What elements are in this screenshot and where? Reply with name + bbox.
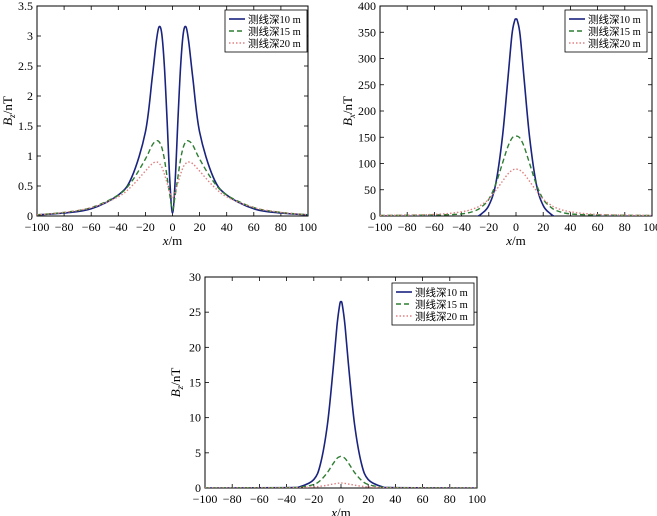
x-axis-label: x/m [505,233,526,248]
y-tick-label: 250 [358,78,376,92]
y-tick-label: 400 [358,0,376,13]
y-tick-label: 0.5 [18,179,33,193]
x-tick-label: −100 [368,220,393,234]
x-tick-label: 20 [194,220,206,234]
legend-label: 测线深15 m [248,25,301,38]
y-tick-label: 5 [195,446,201,460]
legend-box [224,9,308,53]
y-tick-label: 100 [358,157,376,171]
x-tick-label: −80 [398,220,417,234]
y-tick-label: 0 [195,481,201,495]
y-axis-label: Bx/nT [340,96,357,126]
y-tick-label: 0 [370,209,376,223]
legend-label: 测线深20 m [248,37,301,50]
legend-label: 测线深10 m [248,13,301,26]
legend-label: 测线深20 m [415,310,468,323]
x-tick-label: −40 [452,220,471,234]
x-tick-label: −60 [82,220,101,234]
x-tick-label: −20 [479,220,498,234]
x-tick-label: −20 [136,220,155,234]
y-tick-label: 10 [189,411,201,425]
x-tick-label: 80 [275,220,287,234]
x-tick-label: 60 [248,220,260,234]
x-tick-label: −60 [250,492,269,506]
y-tick-label: 200 [358,104,376,118]
y-tick-label: 1 [27,149,33,163]
chart-3: −100 −80 −60 −40 −20 0 20 40 60 80 100 0 5 10 15 20 25 30… [168,270,486,516]
x-tick-label: 0 [338,492,344,506]
series-line-2 [37,139,308,216]
y-axis-label: Bz/nT [168,368,185,398]
y-tick-label: 3 [27,29,33,43]
x-tick-label: −80 [223,492,242,506]
legend-label: 测线深15 m [415,298,468,311]
y-tick-label: 2.5 [18,59,33,73]
x-tick-label: −80 [55,220,74,234]
x-tick-label: 100 [643,220,657,234]
y-tick-label: 350 [358,25,376,39]
series-line-3 [380,168,652,216]
y-tick-label: 150 [358,130,376,144]
y-tick-label: 1.5 [18,119,33,133]
y-tick-label: 3.5 [18,0,33,13]
series-line-2 [380,135,652,216]
series-line-1 [37,25,308,216]
chart-2: −100 −80 −60 −40 −20 0 20 40 60 80 100 0 50 100 150 200… [340,0,657,248]
x-tick-label: 40 [389,492,401,506]
y-tick-label: 2 [27,89,33,103]
series-line-1 [205,300,477,488]
x-tick-label: 0 [170,220,176,234]
x-tick-label: 80 [444,492,456,506]
x-tick-label: 60 [417,492,429,506]
y-tick-label: 30 [189,270,201,284]
x-tick-label: 40 [221,220,233,234]
y-tick-label: 25 [189,305,201,319]
x-tick-label: 20 [537,220,549,234]
legend-label: 测线深10 m [415,286,468,299]
x-tick-label: 100 [299,220,317,234]
legend-label: 测线深20 m [588,37,641,50]
x-tick-label: −100 [25,220,50,234]
y-axis-label: Bz/nT [0,96,17,126]
x-tick-label: 40 [564,220,576,234]
y-tick-label: 20 [189,340,201,354]
legend-label: 测线深15 m [588,25,641,38]
series-line-2 [205,455,477,488]
x-tick-label: 20 [362,492,374,506]
x-tick-label: −40 [109,220,128,234]
x-tick-label: −100 [193,492,218,506]
x-tick-label: 0 [513,220,519,234]
x-tick-label: −20 [304,492,323,506]
x-axis-label: x/m [330,505,351,516]
y-tick-label: 50 [364,183,376,197]
series-line-3 [37,161,308,216]
series-line-1 [380,18,652,216]
x-tick-label: −60 [425,220,444,234]
x-tick-label: 80 [619,220,631,234]
chart-1: −100 −80 −60 −40 −20 0 20 40 60 80 100 0 0.5 1 1.5 2 2.5… [0,0,317,248]
y-tick-label: 300 [358,52,376,66]
x-axis-label: x/m [162,233,183,248]
x-tick-label: 60 [592,220,604,234]
x-tick-label: −40 [277,492,296,506]
y-tick-label: 15 [189,376,201,390]
legend-label: 测线深10 m [588,13,641,26]
x-tick-label: 100 [468,492,486,506]
y-tick-label: 0 [27,209,33,223]
